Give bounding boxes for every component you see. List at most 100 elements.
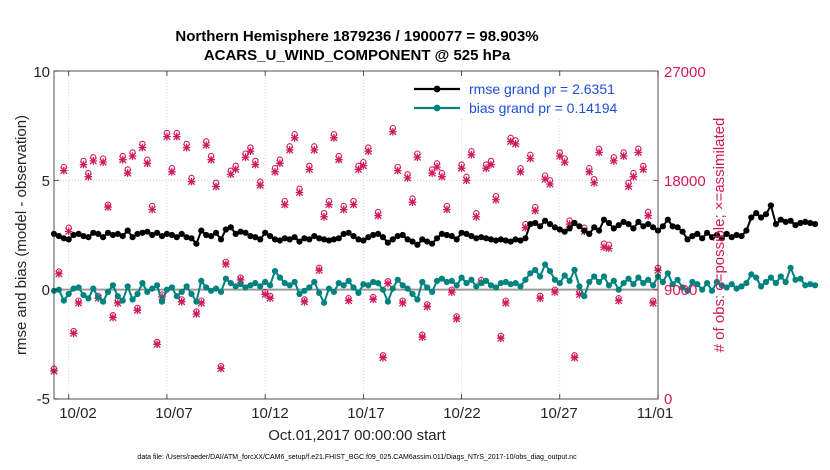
obs-assimilated-point [246, 147, 255, 155]
bias-point [296, 290, 303, 298]
obs-assimilated-point [408, 198, 417, 206]
x-axis-label: Oct.01,2017 00:00:00 start [268, 427, 446, 444]
bias-point [561, 272, 568, 279]
right-tick-label: 18000 [664, 173, 706, 190]
chart-title-line2: ACARS_U_WIND_COMPONENT @ 525 hPa [204, 47, 511, 64]
rmse-point [782, 218, 789, 225]
obs-assimilated-point [482, 164, 490, 172]
bias-point [65, 290, 72, 298]
obs-assimilated-point [349, 200, 358, 209]
bias-point [453, 282, 460, 289]
rmse-point [227, 224, 234, 231]
bias-point [60, 297, 67, 304]
rmse-point [75, 230, 82, 237]
obs-assimilated-point [511, 140, 520, 148]
chart-title-line1: Northern Hemisphere 1879236 / 1900077 = … [175, 28, 538, 45]
bias-point [458, 274, 465, 281]
x-tick-label: 10/27 [540, 405, 578, 422]
obs-assimilated-point [472, 212, 481, 221]
rmse-point [517, 237, 524, 244]
rmse-point [124, 227, 131, 234]
bias-point [85, 295, 92, 302]
obs-assimilated-point [531, 206, 540, 215]
bias-point [674, 276, 681, 283]
obs-assimilated-point [109, 313, 117, 322]
bias-point [487, 282, 495, 289]
bias-point [267, 282, 274, 289]
obs-assimilated-point [644, 211, 652, 220]
rmse-point [85, 234, 92, 241]
bias-point [419, 278, 426, 286]
rmse-point [478, 234, 485, 241]
bias-point [178, 288, 185, 295]
bias-point [340, 282, 347, 289]
bias-point [620, 280, 627, 287]
bias-point [409, 290, 416, 298]
bias-point [286, 282, 293, 289]
rmse-point [429, 240, 436, 247]
rmse-point [443, 231, 450, 239]
bias-point [321, 299, 328, 306]
rmse-point [65, 236, 72, 243]
bias-point [532, 266, 539, 274]
rmse-point [758, 214, 765, 221]
bias-point [772, 280, 780, 287]
bias-point [659, 278, 667, 286]
bias-point [767, 274, 775, 281]
rmse-point [546, 221, 554, 228]
obs-assimilated-point [521, 223, 530, 232]
rmse-point [787, 217, 794, 224]
obs-assimilated-point [428, 169, 436, 177]
x-tick-label: 10/12 [251, 405, 289, 422]
rmse-point [772, 221, 780, 228]
bias-point [630, 281, 637, 288]
bias-point [109, 282, 116, 289]
rmse-point [419, 236, 426, 243]
rmse-point [610, 225, 617, 232]
x-tick-label: 10/22 [443, 405, 481, 422]
rmse-point [615, 222, 622, 229]
obs-assimilated-point [433, 163, 441, 171]
rmse-point [104, 229, 112, 236]
obs-assimilated-point [143, 159, 152, 168]
rmse-point [134, 230, 141, 237]
rmse-point [576, 223, 583, 230]
rmse-point [414, 241, 421, 248]
rmse-point [586, 230, 593, 237]
rmse-point [581, 227, 588, 234]
rmse-point [355, 236, 362, 243]
obs-assimilated-point [133, 306, 142, 315]
bias-point [591, 273, 598, 280]
grid [54, 70, 659, 400]
rmse-point [502, 237, 509, 244]
rmse-point [733, 231, 740, 239]
rmse-point [232, 230, 239, 237]
rmse-point [267, 233, 274, 240]
obs-assimilated-point [600, 243, 608, 251]
rmse-point [188, 235, 195, 242]
obs-assimilated-point [231, 165, 240, 174]
bias-point [758, 283, 765, 290]
bias-point [271, 268, 279, 275]
obs-assimilated-point [487, 160, 495, 169]
right-axis: 27000 18000 9000 0 [664, 64, 706, 408]
bias-point [807, 281, 814, 288]
bias-point [645, 276, 652, 283]
obs-assimilated-point [60, 166, 68, 175]
bias-point [389, 285, 396, 292]
bias-point [777, 273, 784, 280]
rmse-point [394, 233, 401, 240]
rmse-point [286, 236, 293, 243]
rmse-point [669, 223, 676, 230]
obs-assimilated-point [423, 302, 432, 311]
rmse-point [571, 219, 578, 227]
obs-assimilated-point [570, 353, 579, 362]
bias-point [762, 278, 770, 286]
obs-assimilated-point [649, 299, 657, 307]
obs-assimilated-point [290, 134, 299, 142]
obs-assimilated-point [285, 146, 294, 154]
bias-point [257, 283, 264, 290]
rmse-point [276, 237, 283, 244]
bias-point [394, 276, 401, 283]
